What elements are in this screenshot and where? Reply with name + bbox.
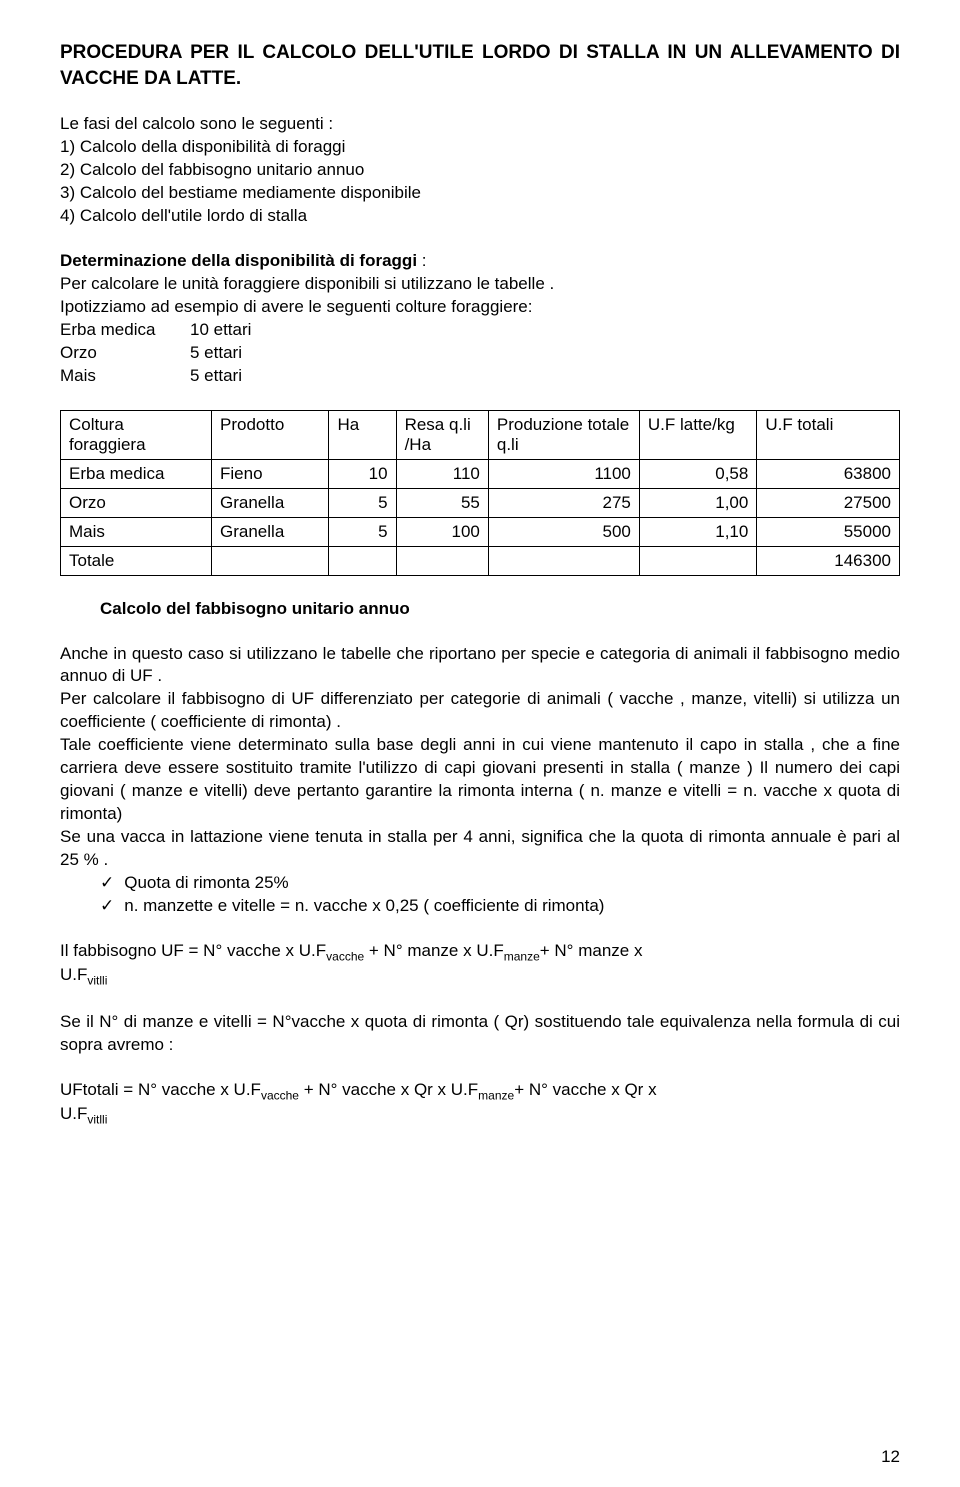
fabbisogno-heading: Calcolo del fabbisogno unitario annuo [100, 599, 410, 618]
table-row: Orzo Granella 5 55 275 1,00 27500 [61, 488, 900, 517]
th-uf-latte: U.F latte/kg [639, 410, 756, 459]
empty-cell [396, 546, 488, 575]
cell-prod-tot: 1100 [488, 459, 639, 488]
fabbisogno-p3: Tale coefficiente viene determinato sull… [60, 735, 900, 823]
cell-coltura: Mais [61, 517, 212, 546]
det-ha-3: 5 ettari [190, 366, 242, 385]
check-item-1: Quota di rimonta 25% [100, 872, 900, 895]
sostituendo-block: Se il N° di manze e vitelli = N°vacche x… [60, 1011, 900, 1057]
formula2-mid1: + N° vacche x Qr x U.F [299, 1080, 478, 1099]
formula2-sub3: vitlli [87, 1113, 107, 1127]
det-crop-1: Erba medica [60, 319, 190, 342]
fabbisogno-body: Anche in questo caso si utilizzano le ta… [60, 643, 900, 918]
det-ha-1: 10 ettari [190, 320, 251, 339]
det-line-1: Per calcolare le unità foraggiere dispon… [60, 274, 554, 293]
formula1-mid2: + N° manze x [540, 941, 643, 960]
formula1-sub1: vacche [326, 949, 364, 963]
cell-ha: 5 [329, 488, 396, 517]
th-prod-tot: Produzione totale q.li [488, 410, 639, 459]
cell-uf-tot: 55000 [757, 517, 900, 546]
formula2-sub2: manze [478, 1088, 514, 1102]
formula1-sub2: manze [504, 949, 540, 963]
total-label: Totale [61, 546, 212, 575]
cell-prodotto: Granella [212, 488, 329, 517]
fasi-item-3: 3) Calcolo del bestiame mediamente dispo… [60, 183, 421, 202]
formula1-pre: Il fabbisogno UF = N° vacche x U.F [60, 941, 326, 960]
det-colon: : [417, 251, 426, 270]
cell-resa: 100 [396, 517, 488, 546]
formula1-sub3: vitlli [87, 974, 107, 988]
th-ha: Ha [329, 410, 396, 459]
check-item-2: n. manzette e vitelle = n. vacche x 0,25… [100, 895, 900, 918]
table-header-row: Coltura foraggiera Prodotto Ha Resa q.li… [61, 410, 900, 459]
formula2-pre: UFtotali = N° vacche x U.F [60, 1080, 261, 1099]
fabbisogno-heading-block: Calcolo del fabbisogno unitario annuo [100, 598, 900, 621]
det-crop-3: Mais [60, 365, 190, 388]
formula1-uf-last: U.F [60, 965, 87, 984]
check-list: Quota di rimonta 25% n. manzette e vitel… [100, 872, 900, 918]
formula2-sub1: vacche [261, 1088, 299, 1102]
fasi-item-1: 1) Calcolo della disponibilità di foragg… [60, 137, 345, 156]
th-uf-tot: U.F totali [757, 410, 900, 459]
page-container: PROCEDURA PER IL CALCOLO DELL'UTILE LORD… [0, 0, 960, 1487]
page-number: 12 [881, 1447, 900, 1467]
cell-uf-latte: 0,58 [639, 459, 756, 488]
formula2-uf-last: U.F [60, 1104, 87, 1123]
empty-cell [329, 546, 396, 575]
cell-resa: 110 [396, 459, 488, 488]
title-line-1: PROCEDURA PER IL CALCOLO DELL'UTILE LORD… [60, 42, 722, 63]
cell-uf-tot: 63800 [757, 459, 900, 488]
fasi-intro: Le fasi del calcolo sono le seguenti : [60, 114, 333, 133]
empty-cell [639, 546, 756, 575]
sost-line: Se il N° di manze e vitelli = N°vacche x… [60, 1012, 900, 1054]
fasi-block: Le fasi del calcolo sono le seguenti : 1… [60, 113, 900, 228]
page-title: PROCEDURA PER IL CALCOLO DELL'UTILE LORD… [60, 40, 900, 91]
cell-prodotto: Fieno [212, 459, 329, 488]
formula2-mid2: + N° vacche x Qr x [514, 1080, 656, 1099]
cell-prod-tot: 500 [488, 517, 639, 546]
total-value: 146300 [757, 546, 900, 575]
cell-coltura: Erba medica [61, 459, 212, 488]
th-prodotto: Prodotto [212, 410, 329, 459]
fabbisogno-p2: Per calcolare il fabbisogno di UF differ… [60, 689, 900, 731]
th-resa: Resa q.li /Ha [396, 410, 488, 459]
fasi-item-2: 2) Calcolo del fabbisogno unitario annuo [60, 160, 364, 179]
cell-uf-tot: 27500 [757, 488, 900, 517]
det-heading: Determinazione della disponibilità di fo… [60, 251, 417, 270]
table-row: Erba medica Fieno 10 110 1100 0,58 63800 [61, 459, 900, 488]
foraggi-table: Coltura foraggiera Prodotto Ha Resa q.li… [60, 410, 900, 576]
fabbisogno-p4: Se una vacca in lattazione viene tenuta … [60, 827, 900, 869]
table-total-row: Totale 146300 [61, 546, 900, 575]
cell-coltura: Orzo [61, 488, 212, 517]
cell-uf-latte: 1,00 [639, 488, 756, 517]
th-coltura: Coltura foraggiera [61, 410, 212, 459]
cell-prod-tot: 275 [488, 488, 639, 517]
cell-resa: 55 [396, 488, 488, 517]
det-crop-2: Orzo [60, 342, 190, 365]
formula-2: UFtotali = N° vacche x U.Fvacche + N° va… [60, 1079, 900, 1128]
det-ha-2: 5 ettari [190, 343, 242, 362]
formula1-mid1: + N° manze x U.F [364, 941, 504, 960]
empty-cell [212, 546, 329, 575]
fasi-item-4: 4) Calcolo dell'utile lordo di stalla [60, 206, 307, 225]
cell-prodotto: Granella [212, 517, 329, 546]
empty-cell [488, 546, 639, 575]
fabbisogno-p1: Anche in questo caso si utilizzano le ta… [60, 644, 900, 686]
determinazione-block: Determinazione della disponibilità di fo… [60, 250, 900, 388]
det-line-2: Ipotizziamo ad esempio di avere le segue… [60, 297, 533, 316]
formula-1: Il fabbisogno UF = N° vacche x U.Fvacche… [60, 940, 900, 989]
table-row: Mais Granella 5 100 500 1,10 55000 [61, 517, 900, 546]
cell-ha: 5 [329, 517, 396, 546]
cell-uf-latte: 1,10 [639, 517, 756, 546]
cell-ha: 10 [329, 459, 396, 488]
